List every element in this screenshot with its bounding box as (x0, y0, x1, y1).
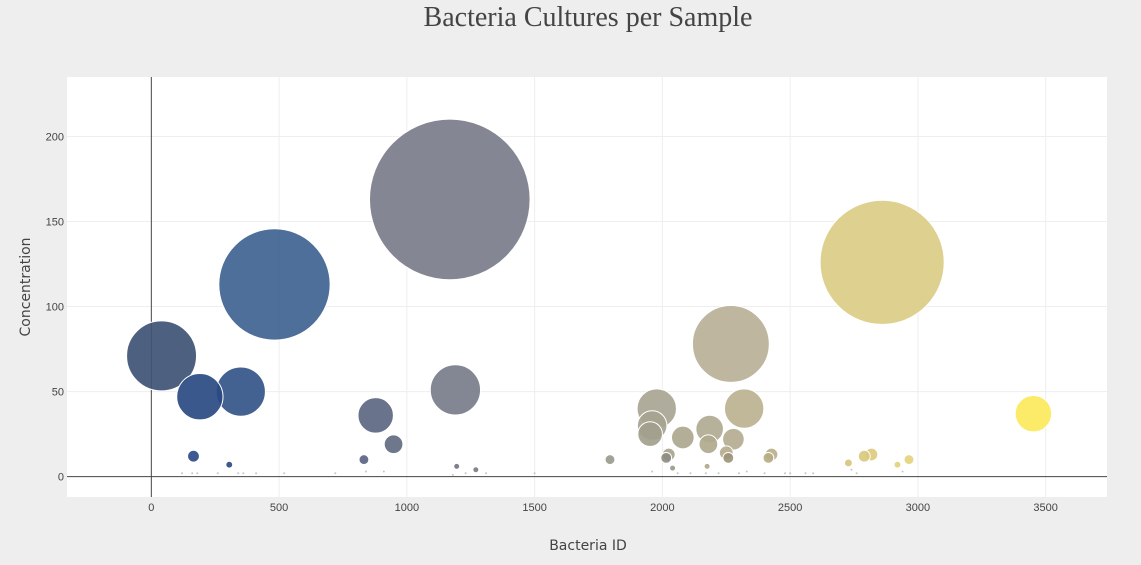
y-tick-label: 150 (46, 217, 64, 229)
small-data-point (364, 470, 367, 473)
bubble-point[interactable] (1014, 394, 1053, 433)
bubble-point[interactable] (819, 199, 945, 325)
small-data-point (689, 472, 692, 475)
bubble-point[interactable] (472, 466, 480, 474)
y-axis-title: Concentration (18, 237, 34, 336)
bubble-point[interactable] (893, 460, 902, 469)
small-data-point (196, 472, 199, 475)
bubble-point[interactable] (225, 460, 234, 469)
small-data-point (784, 472, 787, 475)
bubble-point[interactable] (722, 427, 745, 451)
y-tick-label: 50 (52, 387, 64, 399)
bubble-point[interactable] (126, 320, 198, 392)
small-data-point (451, 473, 454, 476)
small-data-point (283, 472, 286, 475)
small-data-point (242, 472, 245, 475)
small-data-point (191, 472, 194, 475)
bubble-point[interactable] (429, 364, 482, 416)
bubble-point[interactable] (762, 451, 775, 464)
small-data-point (334, 472, 337, 475)
small-data-point (651, 470, 654, 473)
x-tick-label: 500 (270, 502, 288, 514)
bubble-point[interactable] (703, 462, 711, 470)
x-tick-label: 3000 (906, 502, 930, 514)
bubble-point[interactable] (698, 434, 719, 455)
small-points-layer (180, 468, 904, 476)
bubbles-layer (126, 118, 1053, 474)
chart-title: Bacteria Cultures per Sample (423, 2, 753, 33)
bubble-point[interactable] (604, 454, 616, 466)
bubble-point[interactable] (383, 434, 404, 455)
bubble-point[interactable] (453, 462, 461, 470)
bubble-point[interactable] (660, 451, 673, 464)
x-tick-label: 1500 (522, 502, 546, 514)
small-data-point (485, 472, 488, 475)
small-data-point (763, 472, 766, 475)
bubble-point[interactable] (691, 305, 770, 383)
y-tick-label: 0 (58, 472, 64, 484)
bubble-point[interactable] (843, 458, 853, 468)
small-data-point (237, 472, 240, 475)
small-data-point (901, 470, 904, 473)
small-data-point (180, 472, 183, 475)
y-tick-label: 100 (46, 302, 64, 314)
small-data-point (812, 472, 815, 475)
bubble-point[interactable] (723, 388, 765, 429)
y-tick-label: 200 (46, 132, 64, 144)
bubble-point[interactable] (176, 373, 224, 421)
x-tick-label: 2000 (650, 502, 674, 514)
small-data-point (804, 472, 807, 475)
small-data-point (745, 470, 748, 473)
bubble-point[interactable] (218, 228, 331, 341)
bubble-point[interactable] (857, 449, 871, 463)
small-data-point (850, 468, 853, 471)
small-data-point (704, 472, 707, 475)
x-tick-label: 1000 (395, 502, 419, 514)
small-data-point (382, 470, 385, 473)
x-tick-label: 2500 (778, 502, 802, 514)
bubble-point[interactable] (358, 454, 370, 466)
small-data-point (676, 472, 679, 475)
bubble-point[interactable] (368, 118, 531, 281)
bubble-point[interactable] (669, 464, 677, 472)
bubble-point[interactable] (903, 454, 915, 466)
bubble-point[interactable] (187, 449, 200, 463)
small-data-point (738, 472, 741, 475)
x-axis-title: Bacteria ID (549, 538, 627, 554)
small-data-point (789, 472, 792, 475)
small-data-point (255, 472, 258, 475)
small-data-point (855, 472, 858, 475)
small-data-point (533, 472, 536, 475)
x-tick-label: 3500 (1033, 502, 1057, 514)
bubble-point[interactable] (215, 366, 266, 417)
small-data-point (464, 472, 467, 475)
bubble-point[interactable] (637, 421, 663, 447)
y-tick-labels: 0 50 100 150 200 (46, 132, 64, 484)
bubble-point[interactable] (722, 451, 735, 464)
bubble-point[interactable] (357, 397, 394, 434)
small-data-point (216, 472, 219, 475)
x-tick-labels: 0 500 1000 1500 2000 2500 3000 3500 (148, 502, 1058, 514)
small-data-point (717, 472, 720, 475)
x-tick-label: 0 (148, 502, 154, 514)
bubble-point[interactable] (670, 425, 695, 450)
